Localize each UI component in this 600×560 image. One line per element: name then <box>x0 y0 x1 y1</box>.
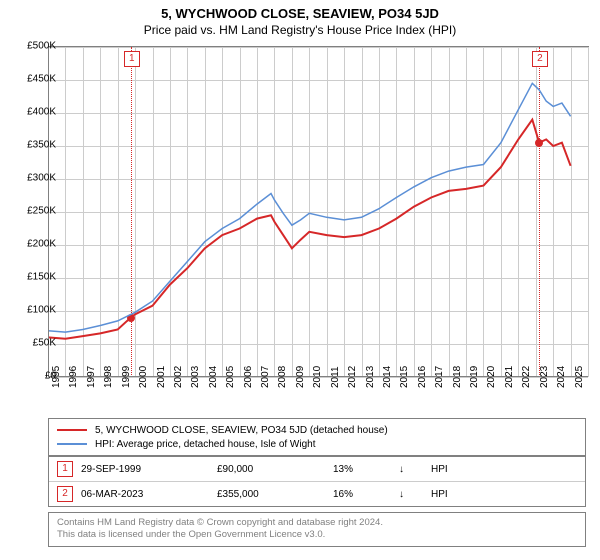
x-tick-label: 2019 <box>469 366 480 388</box>
x-tick-label: 2004 <box>208 366 219 388</box>
x-tick-label: 2000 <box>138 366 149 388</box>
y-tick-label: £400K <box>27 107 56 118</box>
series-line <box>48 83 571 332</box>
legend-item: HPI: Average price, detached house, Isle… <box>57 437 577 451</box>
cell-relative: HPI <box>423 489 456 500</box>
x-tick-label: 1995 <box>51 366 62 388</box>
row-marker-box: 2 <box>57 486 73 502</box>
x-tick-label: 2016 <box>417 366 428 388</box>
footer-line-2: This data is licensed under the Open Gov… <box>57 529 577 541</box>
x-tick-label: 2021 <box>504 366 515 388</box>
gridline-v <box>588 47 589 377</box>
cell-relative: HPI <box>423 464 456 475</box>
x-tick-label: 2012 <box>347 366 358 388</box>
x-tick-label: 2005 <box>225 366 236 388</box>
x-tick-label: 2015 <box>399 366 410 388</box>
chart-subtitle: Price paid vs. HM Land Registry's House … <box>0 21 600 37</box>
y-tick-label: £350K <box>27 140 56 151</box>
x-tick-label: 2009 <box>295 366 306 388</box>
cell-price: £355,000 <box>209 489 325 500</box>
legend-label: 5, WYCHWOOD CLOSE, SEAVIEW, PO34 5JD (de… <box>95 425 388 436</box>
table-row: 206-MAR-2023£355,00016%↓HPI <box>49 481 585 506</box>
plot-area: 12 <box>48 46 589 377</box>
line-series-svg <box>48 47 588 377</box>
legend-swatch <box>57 443 87 445</box>
y-tick-label: £50K <box>33 338 56 349</box>
x-tick-label: 1996 <box>68 366 79 388</box>
x-tick-label: 2008 <box>277 366 288 388</box>
x-tick-label: 1998 <box>103 366 114 388</box>
attribution-footer: Contains HM Land Registry data © Crown c… <box>48 512 586 547</box>
transactions-table: 129-SEP-1999£90,00013%↓HPI206-MAR-2023£3… <box>48 456 586 507</box>
x-tick-label: 2003 <box>190 366 201 388</box>
x-tick-label: 2017 <box>434 366 445 388</box>
arrow-down-icon: ↓ <box>391 489 423 500</box>
x-tick-label: 2018 <box>452 366 463 388</box>
table-row: 129-SEP-1999£90,00013%↓HPI <box>49 457 585 481</box>
x-tick-label: 2002 <box>173 366 184 388</box>
cell-pct: 13% <box>325 464 391 475</box>
y-tick-label: £500K <box>27 41 56 52</box>
x-tick-label: 1997 <box>86 366 97 388</box>
y-tick-label: £450K <box>27 74 56 85</box>
y-tick-label: £250K <box>27 206 56 217</box>
y-tick-label: £300K <box>27 173 56 184</box>
row-marker-box: 1 <box>57 461 73 477</box>
legend-swatch <box>57 429 87 431</box>
footer-line-1: Contains HM Land Registry data © Crown c… <box>57 517 577 529</box>
x-tick-label: 2020 <box>486 366 497 388</box>
cell-date: 06-MAR-2023 <box>73 489 209 500</box>
legend-item: 5, WYCHWOOD CLOSE, SEAVIEW, PO34 5JD (de… <box>57 423 577 437</box>
x-tick-label: 2023 <box>539 366 550 388</box>
y-tick-label: £200K <box>27 239 56 250</box>
y-tick-label: £100K <box>27 305 56 316</box>
cell-date: 29-SEP-1999 <box>73 464 209 475</box>
x-tick-label: 1999 <box>121 366 132 388</box>
x-tick-label: 2011 <box>330 366 341 388</box>
arrow-down-icon: ↓ <box>391 464 423 475</box>
x-tick-label: 2024 <box>556 366 567 388</box>
series-legend: 5, WYCHWOOD CLOSE, SEAVIEW, PO34 5JD (de… <box>48 418 586 456</box>
cell-price: £90,000 <box>209 464 325 475</box>
x-tick-label: 2013 <box>365 366 376 388</box>
chart-container: 5, WYCHWOOD CLOSE, SEAVIEW, PO34 5JD Pri… <box>0 0 600 560</box>
x-tick-label: 2014 <box>382 366 393 388</box>
chart-title: 5, WYCHWOOD CLOSE, SEAVIEW, PO34 5JD <box>0 0 600 21</box>
x-tick-label: 2001 <box>156 366 167 388</box>
y-tick-label: £150K <box>27 272 56 283</box>
x-tick-label: 2022 <box>521 366 532 388</box>
legend-label: HPI: Average price, detached house, Isle… <box>95 439 316 450</box>
cell-pct: 16% <box>325 489 391 500</box>
x-tick-label: 2007 <box>260 366 271 388</box>
x-tick-label: 2006 <box>243 366 254 388</box>
x-tick-label: 2025 <box>574 366 585 388</box>
x-tick-label: 2010 <box>312 366 323 388</box>
